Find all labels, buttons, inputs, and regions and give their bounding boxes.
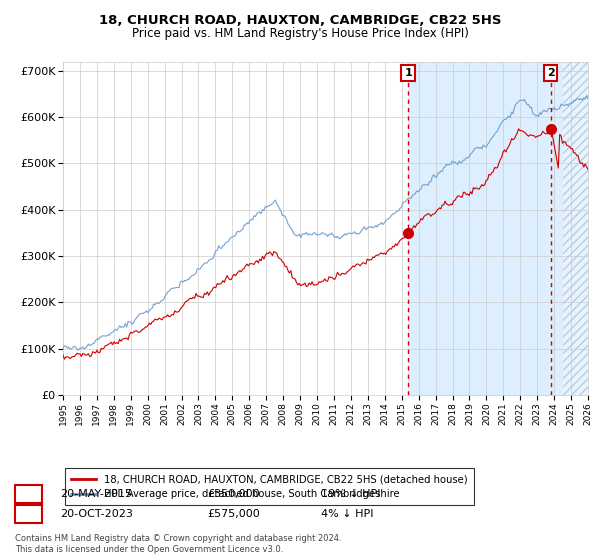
Text: 20-MAY-2015: 20-MAY-2015 [60, 489, 132, 499]
Text: 4% ↓ HPI: 4% ↓ HPI [321, 509, 373, 519]
Text: 1: 1 [25, 489, 32, 499]
Text: Contains HM Land Registry data © Crown copyright and database right 2024.: Contains HM Land Registry data © Crown c… [15, 534, 341, 543]
Text: 19% ↓ HPI: 19% ↓ HPI [321, 489, 380, 499]
Text: 20-OCT-2023: 20-OCT-2023 [60, 509, 133, 519]
Text: This data is licensed under the Open Government Licence v3.0.: This data is licensed under the Open Gov… [15, 545, 283, 554]
Text: £575,000: £575,000 [207, 509, 260, 519]
Text: 18, CHURCH ROAD, HAUXTON, CAMBRIDGE, CB22 5HS: 18, CHURCH ROAD, HAUXTON, CAMBRIDGE, CB2… [99, 14, 501, 27]
Text: £350,000: £350,000 [207, 489, 260, 499]
Text: 1: 1 [404, 68, 412, 78]
Text: Price paid vs. HM Land Registry's House Price Index (HPI): Price paid vs. HM Land Registry's House … [131, 27, 469, 40]
Legend: 18, CHURCH ROAD, HAUXTON, CAMBRIDGE, CB22 5HS (detached house), HPI: Average pri: 18, CHURCH ROAD, HAUXTON, CAMBRIDGE, CB2… [65, 468, 474, 505]
Text: 2: 2 [25, 509, 32, 519]
Text: 2: 2 [547, 68, 554, 78]
